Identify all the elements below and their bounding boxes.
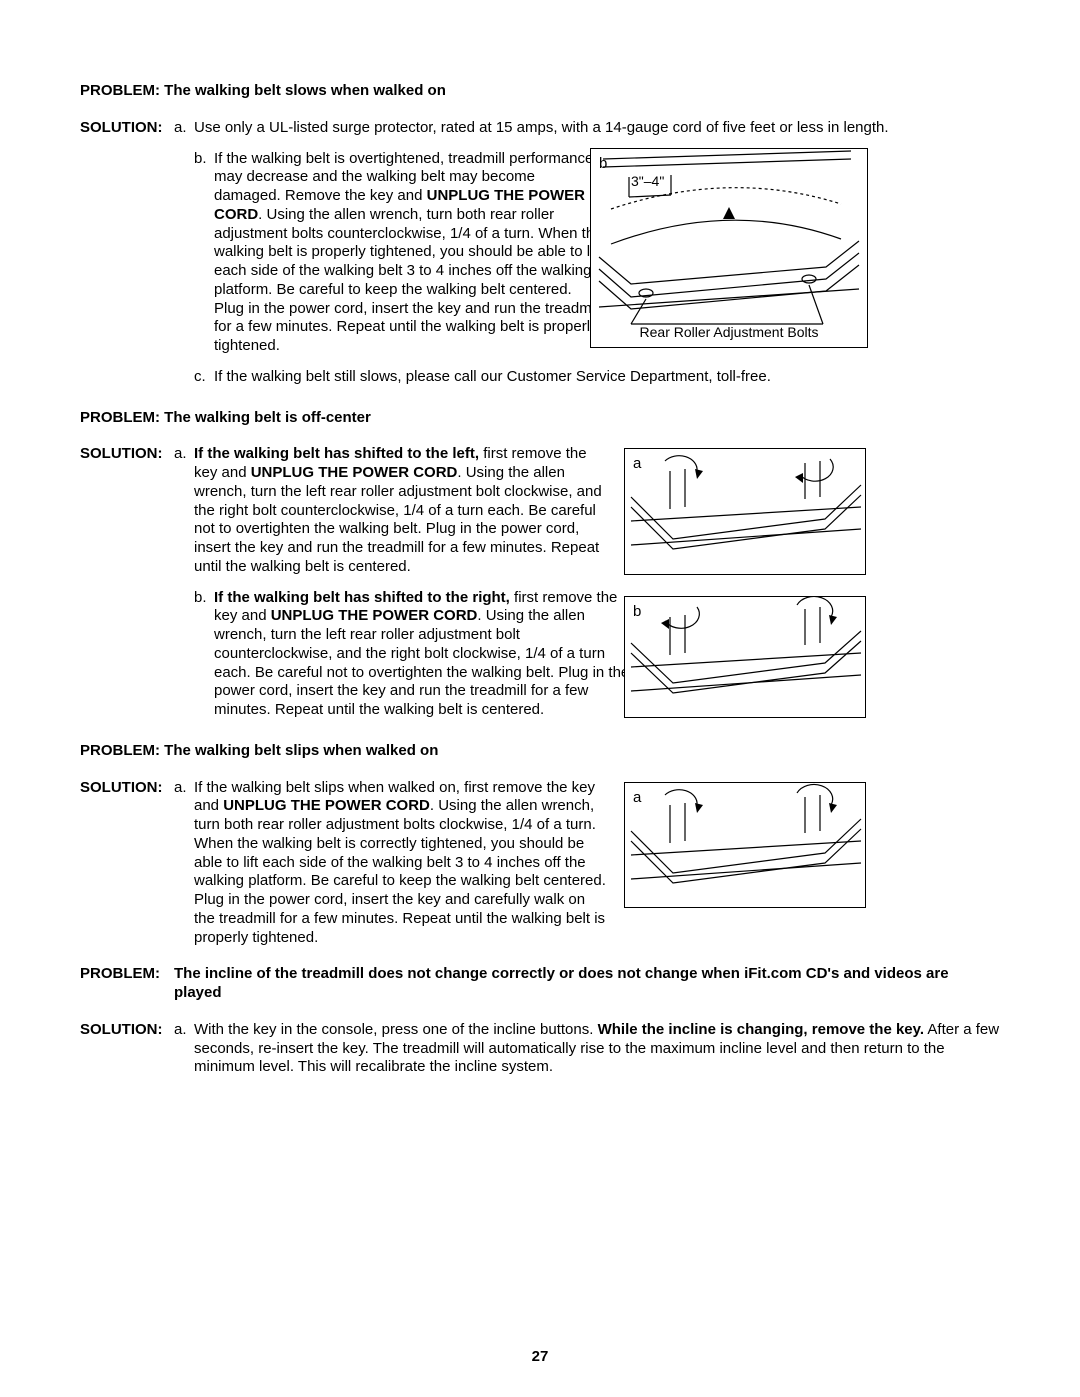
problem-4-text: The incline of the treadmill does not ch…	[174, 965, 964, 1003]
solution-label: SOLUTION:	[80, 445, 174, 464]
bold-run: While the incline is changing, remove th…	[598, 1021, 924, 1038]
item-letter: a.	[174, 779, 194, 798]
solution-label: SOLUTION:	[80, 779, 174, 798]
solution-label: SOLUTION:	[80, 119, 174, 138]
bold-run: UNPLUG THE POWER CORD	[251, 464, 458, 481]
page: PROBLEM: The walking belt slows when wal…	[0, 0, 1080, 1397]
item-text: If the walking belt slips when walked on…	[194, 779, 610, 948]
bold-run: If the walking belt has shifted to the r…	[214, 589, 510, 606]
solution-label: SOLUTION:	[80, 1021, 174, 1040]
text-run: . Using the allen wrench, turn both rear…	[194, 797, 606, 945]
text-run: . Using the allen wrench, turn both rear…	[214, 206, 603, 354]
figure-belt-slip: a	[624, 782, 866, 908]
problem-4-title: PROBLEM:The incline of the treadmill doe…	[80, 965, 1000, 1003]
problem-1-title: PROBLEM: The walking belt slows when wal…	[80, 82, 1000, 101]
item-text: If the walking belt is overtightened, tr…	[214, 150, 604, 356]
problem-2-title: PROBLEM: The walking belt is off-center	[80, 409, 1000, 428]
shift-left-diagram-svg	[625, 449, 867, 576]
belt-slip-diagram-svg	[625, 783, 867, 909]
figure-label: a	[633, 789, 641, 808]
item-text: If the walking belt has shifted to the r…	[214, 589, 630, 720]
figure-label: b	[633, 603, 641, 622]
item-letter: c.	[194, 368, 214, 387]
item-letter: b.	[194, 589, 214, 608]
figure-shift-right: b	[624, 596, 866, 718]
bold-run: UNPLUG THE POWER CORD	[223, 797, 430, 814]
item-letter: a.	[174, 1021, 194, 1040]
item-text: Use only a UL-listed surge protector, ra…	[194, 119, 1000, 138]
figure-measure: 3"–4"	[631, 173, 664, 191]
item-text: If the walking belt has shifted to the l…	[194, 445, 610, 576]
text-run: With the key in the console, press one o…	[194, 1021, 598, 1038]
bold-run: If the walking belt has shifted to the l…	[194, 445, 479, 462]
solution-2b: b. If the walking belt has shifted to th…	[194, 589, 1000, 720]
item-letter: a.	[174, 119, 194, 138]
figure-label: a	[633, 455, 641, 474]
item-text: With the key in the console, press one o…	[194, 1021, 1000, 1077]
item-letter: b.	[194, 150, 214, 169]
figure-caption: Rear Roller Adjustment Bolts	[591, 324, 867, 342]
solution-4a: SOLUTION: a. With the key in the console…	[80, 1021, 1000, 1077]
figure-belt-lift: b 3"–4" Rear Ro	[590, 148, 868, 348]
bold-run: UNPLUG THE POWER CORD	[271, 607, 478, 624]
solution-1c: c. If the walking belt still slows, plea…	[194, 368, 1000, 387]
shift-right-diagram-svg	[625, 597, 867, 719]
item-text: If the walking belt still slows, please …	[214, 368, 1000, 387]
problem-3-title: PROBLEM: The walking belt slips when wal…	[80, 742, 1000, 761]
item-letter: a.	[174, 445, 194, 464]
figure-shift-left: a	[624, 448, 866, 575]
figure-label: b	[599, 155, 607, 174]
solution-1a: SOLUTION: a. Use only a UL-listed surge …	[80, 119, 1000, 138]
page-number: 27	[0, 1348, 1080, 1367]
